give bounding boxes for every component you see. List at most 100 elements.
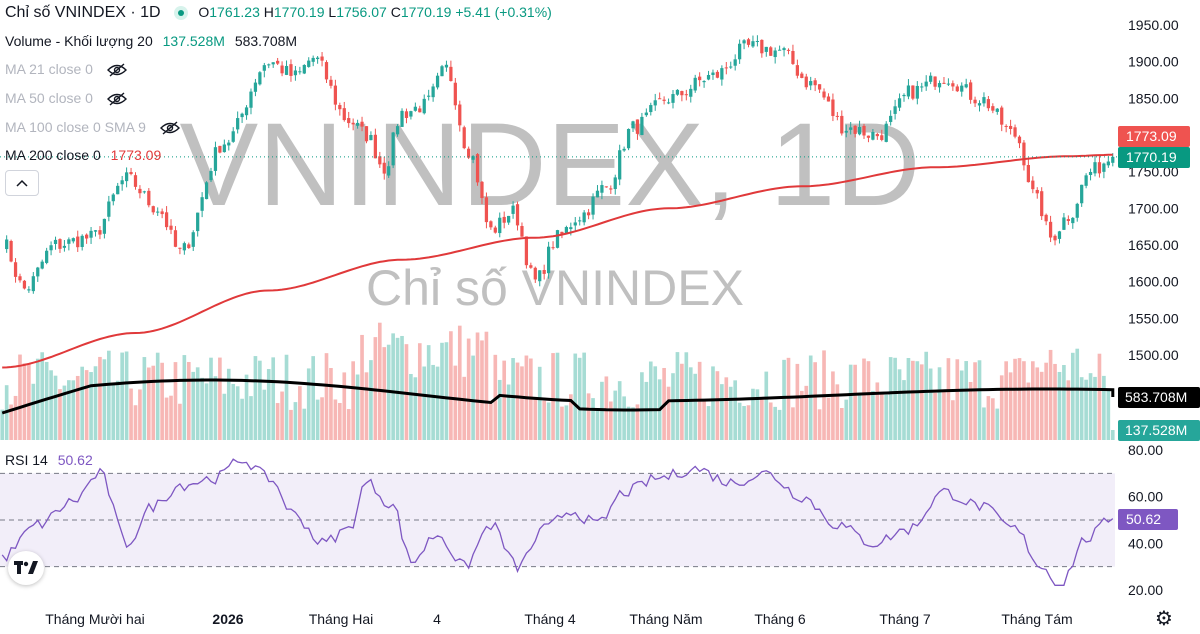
volume-tag-text: 137.528M (1125, 422, 1187, 438)
eye-hidden-icon[interactable] (159, 121, 180, 135)
candle-body (142, 191, 146, 193)
volume-bar (577, 357, 582, 440)
ma200-label: MA 200 close 0 (5, 147, 101, 163)
volume-bar (777, 409, 782, 440)
eye-hidden-icon[interactable] (106, 92, 127, 106)
candle-body (698, 76, 702, 81)
candle-body (1097, 162, 1102, 174)
candle-body (378, 156, 382, 165)
volume-bar (946, 358, 951, 440)
symbol-legend[interactable]: Chỉ số VNINDEX · 1D O1761.23 H1770.19 L1… (5, 4, 552, 22)
candle-body (933, 76, 937, 87)
volume-bar (1013, 358, 1017, 440)
time-axis[interactable]: Tháng Mười hai 2026 Tháng Hai 4 Tháng 4 Tháng… (45, 611, 1072, 627)
price-tick-label: 1600.00 (1128, 274, 1179, 290)
volume-bar (244, 374, 249, 440)
candle-body (49, 245, 53, 251)
candle-body (644, 112, 648, 116)
candle-body (196, 212, 200, 232)
candle-body (813, 80, 817, 86)
rsi-tag (1118, 509, 1178, 530)
volume-bar (631, 407, 635, 440)
candle-body (85, 234, 89, 239)
candle-body (622, 148, 626, 151)
ma200-tag-text: 1773.09 (1126, 128, 1177, 144)
volume-bar (706, 406, 711, 440)
ma21-legend[interactable]: MA 21 close 0 (5, 61, 127, 77)
volume-bar (186, 361, 191, 440)
volume-bar (884, 394, 889, 440)
candle-body (969, 82, 973, 100)
ma100-legend[interactable]: MA 100 close 0 SMA 9 (5, 119, 180, 135)
candle-body (13, 262, 18, 277)
volume-bar (400, 335, 404, 440)
candle-body (67, 239, 71, 244)
candle-body (1106, 161, 1110, 166)
candle-body (711, 72, 715, 75)
candle-body (1031, 180, 1035, 190)
price-tick-label: 1900.00 (1128, 54, 1179, 70)
candle-body (853, 125, 857, 134)
candle-body (27, 289, 31, 291)
candle-body (986, 99, 991, 109)
volume-bar (377, 322, 382, 440)
candle-body (1004, 125, 1008, 127)
volume-bar (1062, 365, 1066, 440)
volume-bar (871, 390, 875, 440)
candle-body (902, 94, 906, 97)
volume-bar (1097, 353, 1102, 440)
volume-bar (693, 373, 698, 440)
candle-body (1084, 175, 1088, 186)
volume-bar (435, 366, 440, 440)
ma50-legend[interactable]: MA 50 close 0 (5, 90, 127, 106)
candle-body (822, 91, 826, 98)
collapse-legend-button[interactable] (5, 170, 39, 196)
settings-gear-icon[interactable]: ⚙ (1155, 608, 1173, 630)
candle-body (475, 154, 480, 183)
symbol-title[interactable]: Chỉ số VNINDEX · 1D (5, 4, 161, 21)
volume-bar (124, 351, 129, 440)
volume-ma-tag (1118, 387, 1200, 408)
volume-bar (604, 376, 609, 440)
volume-legend[interactable]: Volume - Khối lượng 20 137.528M 583.708M (5, 33, 297, 49)
volume-bar (1004, 361, 1008, 440)
volume-bar (329, 368, 333, 440)
volume-bar (675, 352, 680, 440)
candle-body (564, 227, 569, 234)
rsi-tick-label: 60.00 (1128, 489, 1163, 505)
candle-body (662, 99, 666, 101)
volume-bar (573, 353, 578, 440)
volume-bar (640, 372, 644, 440)
price-tick-label: 1500.00 (1128, 347, 1179, 363)
candle-body (755, 40, 760, 42)
volume-bar (853, 364, 857, 440)
eye-hidden-icon[interactable] (106, 63, 127, 77)
candle-body (147, 190, 151, 206)
ma200-legend[interactable]: MA 200 close 0 1773.09 (5, 147, 161, 163)
volume-bar (426, 345, 431, 440)
tradingview-logo-icon[interactable] (8, 551, 44, 585)
time-tick-label: Tháng Hai (309, 611, 374, 627)
volume-bar (715, 371, 720, 440)
candle-body (227, 142, 231, 146)
candle-body (18, 276, 22, 281)
volume-bar (911, 360, 915, 440)
candle-body (729, 66, 733, 68)
candle-body (489, 221, 493, 228)
volume-bar (249, 396, 253, 440)
volume-bar (608, 401, 613, 440)
volume-bar (951, 400, 955, 440)
rsi-legend[interactable]: RSI 14 50.62 (5, 452, 93, 468)
volume-bar (942, 390, 946, 440)
price-axis[interactable]: 1500.001550.001600.001650.001700.001750.… (1128, 17, 1179, 598)
last-price-tag (1118, 147, 1190, 168)
volume-bar (338, 402, 342, 440)
ma200-value: 1773.09 (110, 147, 162, 163)
volume-bar (151, 365, 156, 440)
candle-body (418, 108, 422, 113)
volume-bar (80, 366, 85, 440)
candle-body (244, 107, 249, 116)
candle-body (689, 88, 693, 97)
volume-bar (466, 338, 471, 440)
